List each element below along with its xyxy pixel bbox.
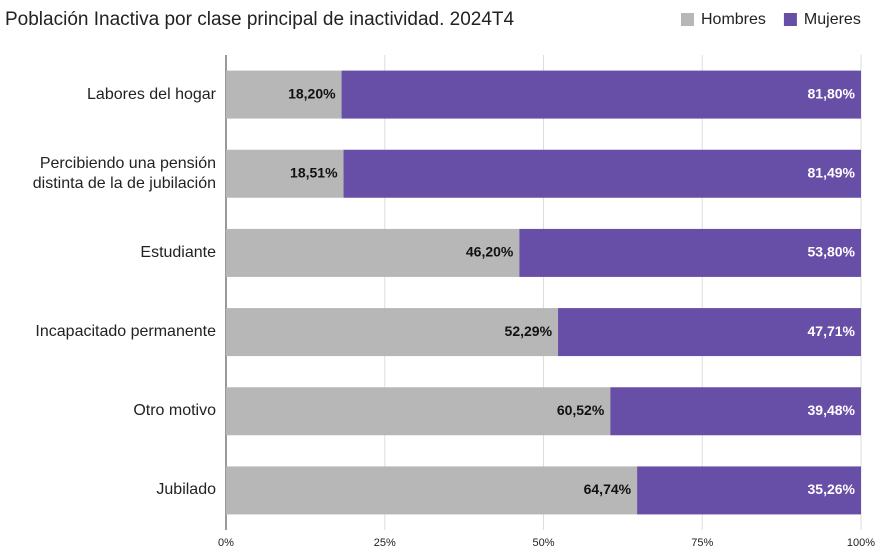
bar <box>226 466 638 515</box>
x-tick-label: 75% <box>691 537 713 549</box>
legend-swatch <box>681 13 694 26</box>
x-tick-label: 100% <box>847 537 875 549</box>
data-label: 64,74% <box>584 481 632 497</box>
x-tick-label: 0% <box>218 537 234 549</box>
y-tick-label: Labores del hogar <box>87 85 216 103</box>
y-tick-label: Percibiendo una pensión distinta de la d… <box>32 154 216 192</box>
bar <box>519 228 861 277</box>
y-tick-label: Otro motivo <box>133 402 216 420</box>
bar <box>558 308 861 357</box>
data-label: 81,80% <box>808 85 856 101</box>
bar <box>226 149 344 198</box>
data-label: 18,20% <box>288 85 336 101</box>
x-tick-label: 50% <box>532 537 554 549</box>
data-label: 52,29% <box>505 323 553 339</box>
data-label: 35,26% <box>808 481 856 497</box>
y-tick-label: Estudiante <box>140 243 216 261</box>
bar <box>226 70 342 119</box>
bar <box>637 466 861 515</box>
bar <box>341 70 861 119</box>
data-label: 46,20% <box>466 244 514 260</box>
data-label: 81,49% <box>808 164 856 180</box>
y-tick-label: Incapacitado permanente <box>35 323 216 341</box>
data-label: 60,52% <box>557 402 605 418</box>
data-label: 39,48% <box>808 402 856 418</box>
bar <box>343 149 861 198</box>
legend-label: Hombres <box>701 11 766 28</box>
bar <box>226 387 611 436</box>
legend-swatch <box>783 13 797 26</box>
chart-title: Población Inactiva por clase principal d… <box>5 9 515 30</box>
bar <box>226 228 520 277</box>
bar <box>226 308 559 357</box>
y-tick-label: Jubilado <box>156 481 216 499</box>
bar <box>610 387 861 436</box>
data-label: 18,51% <box>290 164 338 180</box>
legend-label: Mujeres <box>804 11 861 28</box>
data-label: 53,80% <box>808 244 856 260</box>
x-tick-label: 25% <box>374 537 396 549</box>
data-label: 47,71% <box>808 323 856 339</box>
